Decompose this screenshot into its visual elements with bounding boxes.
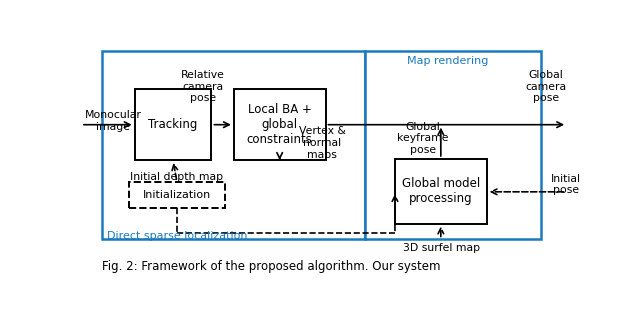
Text: Fig. 2: Framework of the proposed algorithm. Our system: Fig. 2: Framework of the proposed algori… <box>102 260 441 273</box>
FancyBboxPatch shape <box>129 182 225 208</box>
Text: 3D surfel map: 3D surfel map <box>403 243 479 254</box>
Text: Tracking: Tracking <box>148 118 198 131</box>
Text: Vertex &
normal
maps: Vertex & normal maps <box>299 126 346 159</box>
Text: Global
camera
pose: Global camera pose <box>525 70 567 103</box>
Text: Initialization: Initialization <box>143 190 211 200</box>
Text: Map rendering: Map rendering <box>408 56 489 66</box>
Text: Local BA +
global
constraints: Local BA + global constraints <box>246 103 312 146</box>
FancyBboxPatch shape <box>234 89 326 160</box>
FancyBboxPatch shape <box>134 89 211 160</box>
Text: Global model
processing: Global model processing <box>402 177 480 205</box>
FancyBboxPatch shape <box>365 51 541 239</box>
Text: Direct sparse localization: Direct sparse localization <box>108 231 248 241</box>
Text: Relative
camera
pose: Relative camera pose <box>181 70 225 103</box>
Text: Initial
pose: Initial pose <box>551 174 581 195</box>
FancyBboxPatch shape <box>395 159 487 223</box>
Text: Monocular
image: Monocular image <box>85 110 142 132</box>
Text: Global
keyframe
pose: Global keyframe pose <box>397 121 449 155</box>
FancyBboxPatch shape <box>102 51 365 239</box>
Text: Initial depth map: Initial depth map <box>130 172 223 182</box>
